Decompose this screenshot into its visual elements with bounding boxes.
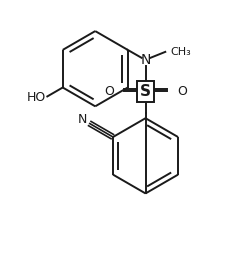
Text: N: N bbox=[77, 113, 86, 126]
Text: HO: HO bbox=[26, 91, 45, 104]
Text: O: O bbox=[104, 85, 114, 98]
Text: CH₃: CH₃ bbox=[170, 47, 190, 57]
Text: S: S bbox=[139, 84, 150, 99]
Text: O: O bbox=[176, 85, 186, 98]
Text: N: N bbox=[140, 53, 150, 67]
